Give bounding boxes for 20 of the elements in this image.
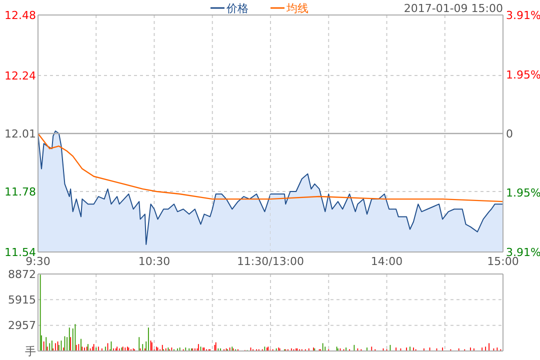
text: 2017-01-09 15:00 <box>404 2 503 15</box>
y-tick-label: 11.78 <box>4 185 36 198</box>
y-tick-label: 12.24 <box>4 69 36 82</box>
x-tick-label: 11:30/13:00 <box>236 255 304 268</box>
x-tick-label: 10:30 <box>138 255 170 268</box>
y-tick-label: 5915 <box>8 294 36 307</box>
x-tick-label: 14:00 <box>370 255 403 268</box>
legend-label: 均线 <box>286 2 308 15</box>
x-tick-label: 9:30 <box>26 255 50 268</box>
y-tick-label: 手 <box>25 344 36 358</box>
y-tick-label: 12.01 <box>4 127 36 140</box>
text: 0 <box>506 127 513 140</box>
legend-label: 价格 <box>226 2 248 15</box>
text: 1.95% <box>506 68 540 82</box>
text: 1.95% <box>506 186 540 200</box>
y-tick-label: 8872 <box>8 268 36 281</box>
y-tick-label: 12.48 <box>4 8 36 22</box>
y-tick-label: 2957 <box>8 319 36 332</box>
x-tick-label: 15:00 <box>487 255 519 268</box>
text: 3.91% <box>506 8 540 22</box>
